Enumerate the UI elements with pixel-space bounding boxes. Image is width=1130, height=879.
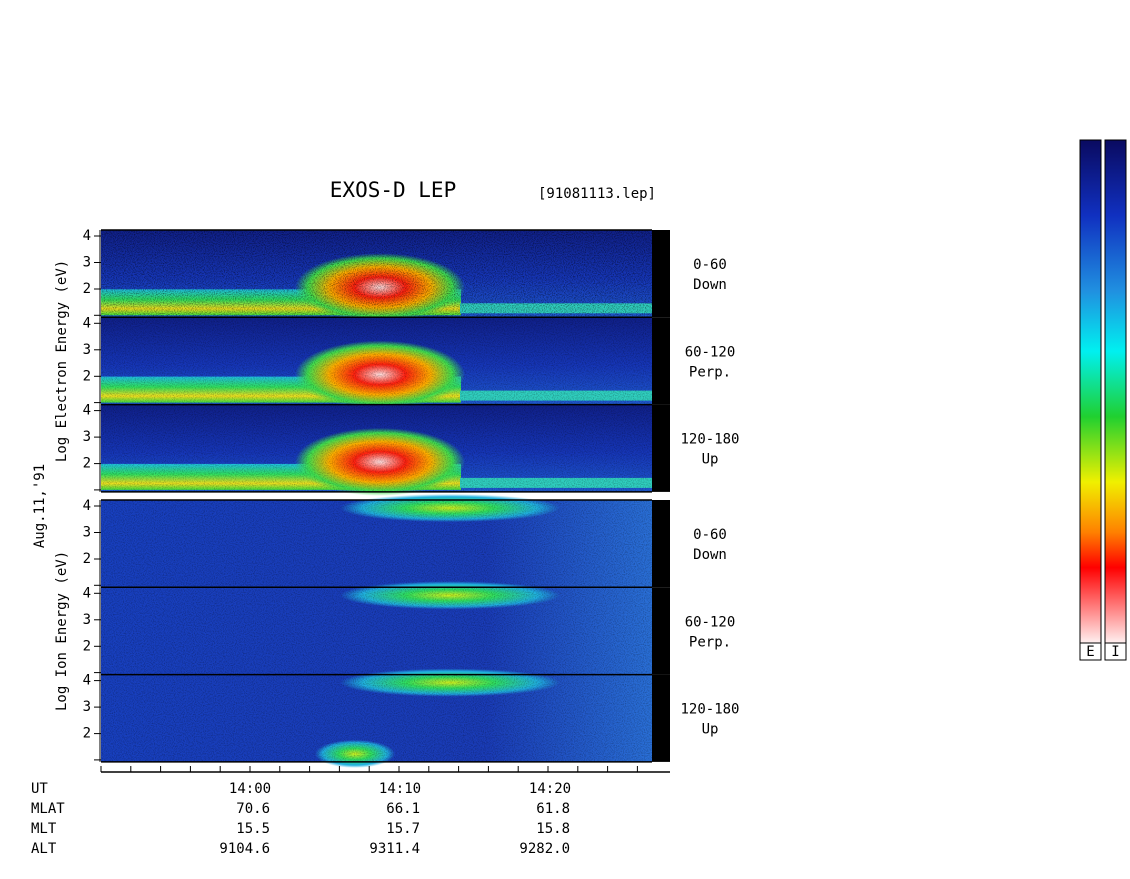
color-bar <box>1079 139 1102 644</box>
y-tick-label: 2 <box>83 456 91 472</box>
row-value: 9311.4 <box>369 841 420 857</box>
y-axis-label: Log Ion Energy (eV) <box>54 551 70 711</box>
panel-label: 120-180 <box>680 432 739 448</box>
row-label: UT <box>31 781 48 797</box>
panel-label: 60-120 <box>685 344 736 360</box>
row-value: 66.1 <box>386 801 420 817</box>
y-tick-label: 2 <box>83 638 91 654</box>
row-label: MLT <box>31 821 57 837</box>
panel-label: 120-180 <box>680 702 739 718</box>
row-label: MLAT <box>31 801 65 817</box>
color-bar <box>1104 139 1127 644</box>
data-gap <box>652 674 670 762</box>
row-value: 15.5 <box>236 821 270 837</box>
panel-sublabel: Up <box>702 722 719 738</box>
spectrum-noise <box>101 500 652 588</box>
row-label: ALT <box>31 841 57 857</box>
x-tick-label: 14:10 <box>379 781 421 797</box>
y-tick-label: 4 <box>83 228 91 244</box>
row-value: 9282.0 <box>519 841 570 857</box>
date-label: Aug.11,'91 <box>32 464 48 548</box>
row-value: 9104.6 <box>219 841 270 857</box>
data-gap <box>652 500 670 588</box>
row-value: 61.8 <box>536 801 570 817</box>
y-tick-label: 4 <box>83 315 91 331</box>
row-value: 70.6 <box>236 801 270 817</box>
row-value: 15.7 <box>386 821 420 837</box>
data-gap <box>652 404 670 492</box>
y-tick-label: 3 <box>83 525 91 541</box>
panel-label: 0-60 <box>693 527 727 543</box>
y-tick-label: 4 <box>83 585 91 601</box>
spectrum-noise <box>101 587 652 675</box>
y-tick-label: 4 <box>83 403 91 419</box>
y-tick-label: 2 <box>83 281 91 297</box>
y-tick-label: 3 <box>83 699 91 715</box>
data-gap <box>652 230 670 318</box>
panel-sublabel: Down <box>693 277 727 293</box>
y-tick-label: 4 <box>83 673 91 689</box>
y-tick-label: 2 <box>83 368 91 384</box>
panel-sublabel: Up <box>702 452 719 468</box>
panel-sublabel: Perp. <box>689 364 731 380</box>
x-tick-label: 14:20 <box>529 781 571 797</box>
data-gap <box>652 317 670 405</box>
color-bar-label-box <box>1079 642 1102 661</box>
panel-sublabel: Perp. <box>689 634 731 650</box>
y-tick-label: 3 <box>83 255 91 271</box>
color-bar-label: I <box>1111 644 1119 660</box>
y-tick-label: 2 <box>83 726 91 742</box>
spectrum-noise <box>101 674 652 762</box>
color-bar-label: E <box>1086 644 1094 660</box>
data-gap <box>652 587 670 675</box>
panel-sublabel: Down <box>693 547 727 563</box>
y-tick-label: 3 <box>83 429 91 445</box>
spectrum-noise <box>101 404 652 492</box>
file-name: [91081113.lep] <box>538 186 656 202</box>
y-tick-label: 3 <box>83 342 91 358</box>
y-axis-label: Log Electron Energy (eV) <box>54 260 70 462</box>
spectrum-noise <box>101 230 652 318</box>
color-bar-label-box <box>1104 642 1127 661</box>
y-tick-label: 3 <box>83 612 91 628</box>
chart-title: EXOS-D LEP <box>330 178 456 202</box>
panel-label: 0-60 <box>693 257 727 273</box>
y-tick-label: 2 <box>83 551 91 567</box>
panel-label: 60-120 <box>685 614 736 630</box>
spectrum-noise <box>101 317 652 405</box>
y-tick-label: 4 <box>83 498 91 514</box>
row-value: 15.8 <box>536 821 570 837</box>
x-tick-label: 14:00 <box>229 781 271 797</box>
